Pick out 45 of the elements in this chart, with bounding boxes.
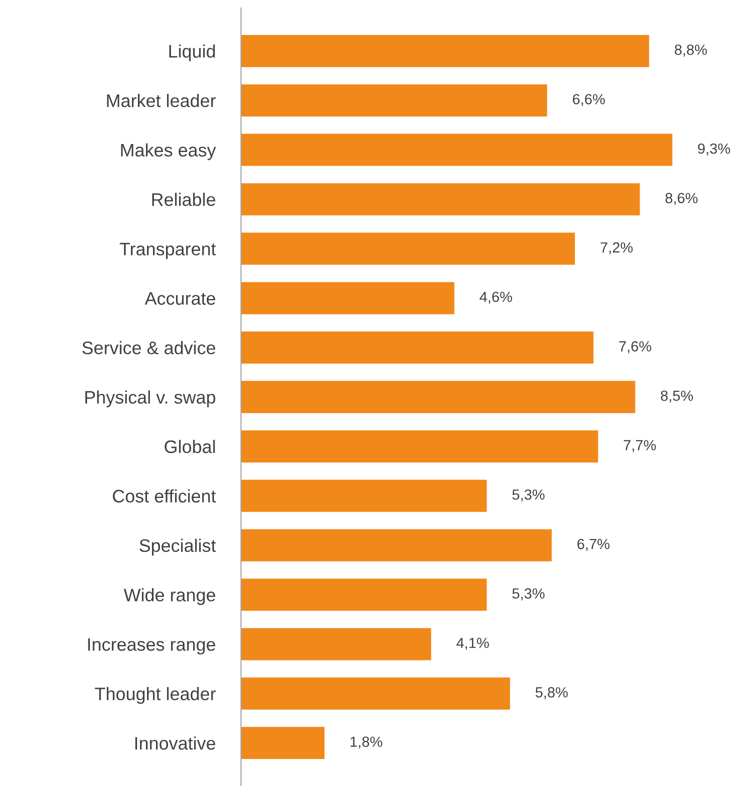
bar [241,430,598,462]
bar [241,628,432,660]
bar [241,380,636,414]
y-tick-label: Physical v. swap [85,390,216,408]
data-label: 8,5% [660,390,693,403]
data-label: 1,8% [350,736,382,749]
bar [241,84,548,116]
data-label: 5,8% [536,687,568,700]
bar [241,282,454,314]
bar [241,726,324,760]
data-label: 4,6% [480,292,512,304]
data-label: 6,6% [572,94,605,106]
y-tick-label: Market leader [107,94,216,108]
bar [241,232,575,265]
y-tick-label: Transparent [120,242,216,260]
data-label: 7,6% [619,341,652,354]
data-label: 5,3% [512,588,545,600]
data-label: 7,7% [624,440,656,452]
bar [241,134,672,166]
y-tick-label: Cost efficient [112,489,216,503]
data-label: 8,6% [665,192,698,205]
data-label: 4,1% [456,638,489,650]
y-tick-label: Innovative [135,736,216,750]
y-tick-label: Increases range [88,638,216,654]
y-tick-label: Service & advice [82,341,216,354]
y-tick-label: Specialist [140,538,216,556]
y-tick-label: Accurate [144,292,216,305]
bar [241,332,594,364]
data-label: 9,3% [698,143,730,156]
y-tick-label: Liquid [169,44,215,62]
bar [241,578,487,611]
bar [241,529,552,562]
y-tick-label: Thought leader [94,687,216,704]
y-tick-label: Reliable [152,192,216,206]
data-label: 7,2% [600,242,633,254]
y-tick-label: Makes easy [121,143,216,160]
data-label: 8,8% [674,44,707,57]
bar [241,678,510,710]
y-tick-label: Wide range [124,588,216,605]
data-label: 5,3% [512,489,545,502]
bar [241,34,650,68]
bar [241,480,487,512]
bar [241,183,640,216]
data-label: 6,7% [577,538,610,551]
y-tick-label: Global [164,440,215,454]
